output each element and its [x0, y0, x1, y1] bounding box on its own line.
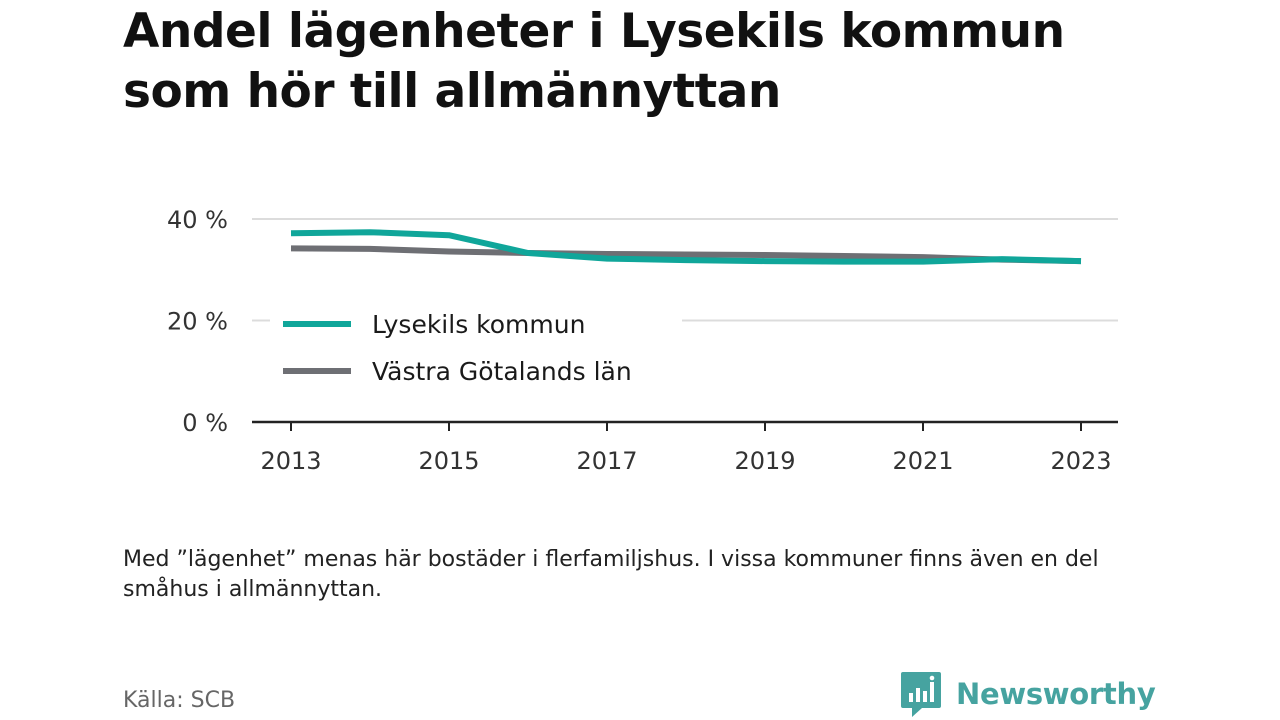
brand-logo: Newsworthy — [900, 670, 1156, 718]
x-tick-label: 2015 — [418, 447, 479, 475]
legend-label: Västra Götalands län — [372, 357, 632, 386]
x-axis: 0 % 20 % 40 % 2013 2015 2017 2019 2021 2023 — [167, 206, 1118, 475]
y-tick-label: 20 % — [167, 308, 228, 336]
y-tick-label: 40 % — [167, 206, 228, 234]
series-line — [290, 229, 1082, 265]
legend-label: Lysekils kommun — [372, 310, 585, 339]
chart-title: Andel lägenheter i Lysekils kommun som h… — [123, 4, 1065, 119]
x-tick-label: 2021 — [892, 447, 953, 475]
series-lines — [290, 229, 1082, 265]
x-tick-label: 2019 — [734, 447, 795, 475]
chart-note: Med ”lägenhet” menas här bostäder i fler… — [123, 547, 1099, 602]
brand-name: Newsworthy — [956, 677, 1156, 711]
x-tick-label: 2023 — [1050, 447, 1111, 475]
legend-background — [270, 296, 682, 396]
y-tick-label: 0 % — [182, 409, 228, 437]
newsworthy-logo-icon — [901, 672, 941, 717]
line-chart: 0 % 20 % 40 % 2013 2015 2017 2019 2021 2023 Lyse… — [167, 206, 1118, 475]
source-text: Källa: SCB — [123, 688, 236, 713]
legend: Lysekils kommun Västra Götalands län — [270, 296, 682, 396]
x-tick-label: 2017 — [576, 447, 637, 475]
x-tick-label: 2013 — [260, 447, 321, 475]
